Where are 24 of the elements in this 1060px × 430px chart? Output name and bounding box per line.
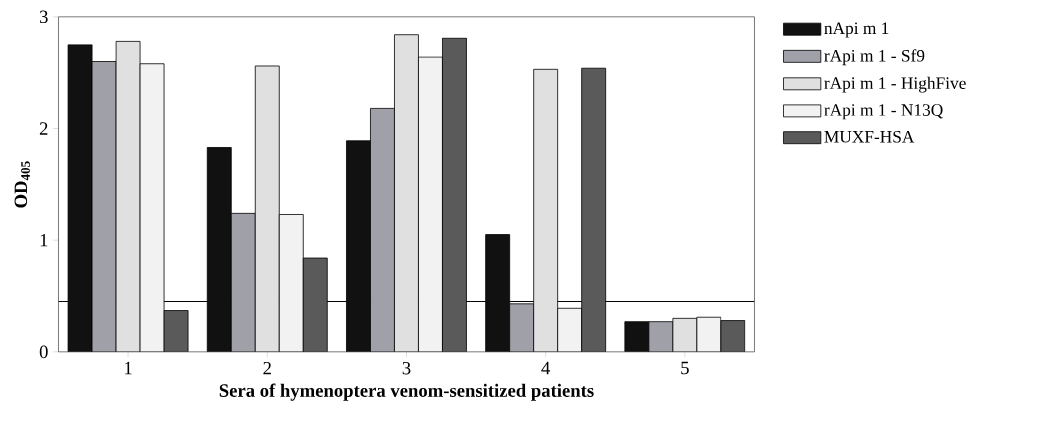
x-tick-label: 3: [402, 361, 411, 375]
y-tick-label: 2: [39, 122, 48, 135]
x-axis-title: Sera of hymenoptera venom-sensitized patients: [219, 383, 594, 401]
bar: [206, 147, 232, 352]
x-tick-label: 1: [125, 361, 132, 375]
x-tick-label: 4: [541, 361, 551, 375]
y-tick-label: 3: [39, 10, 48, 24]
bar: [370, 108, 395, 352]
legend-label: MUXF-HSA: [824, 130, 915, 143]
bar: [91, 61, 117, 352]
legend-label: rApi m 1 - N13Q: [824, 104, 943, 120]
x-tick-label: 5: [681, 361, 689, 375]
bar: [346, 140, 371, 352]
y-tick-label: 1: [40, 233, 48, 247]
bar: [230, 212, 256, 352]
legend-label: rApi m 1 - Sf9: [824, 49, 925, 66]
bar: [509, 303, 535, 352]
y-tick-label: 0: [39, 345, 48, 359]
legend-label: nApi m 1: [824, 22, 889, 38]
x-tick-label: 2: [263, 361, 271, 375]
bar: [485, 234, 511, 352]
y-axis-title: OD$_{405}$: [14, 161, 30, 208]
legend-label: rApi m 1 - HighFive: [824, 76, 966, 93]
bar: [67, 44, 93, 352]
